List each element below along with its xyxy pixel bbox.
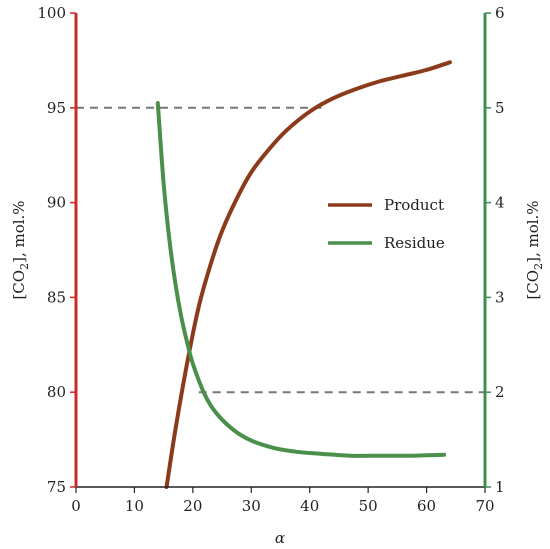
legend: Product Residue — [328, 196, 445, 252]
y-axis-label-left: [CO2], mol.% — [10, 200, 31, 299]
x-tick-label: 30 — [242, 497, 261, 515]
series-line-product — [164, 60, 452, 489]
legend-label-residue: Residue — [384, 234, 445, 252]
series-line-residue — [155, 101, 447, 458]
y-tick-label-right: 2 — [495, 383, 505, 401]
y-tick-label-left: 85 — [47, 288, 66, 306]
x-tick-label: 10 — [125, 497, 144, 515]
legend-label-product: Product — [384, 196, 444, 214]
x-axis-label: α — [275, 529, 285, 547]
y-tick-label-right: 5 — [495, 99, 505, 117]
reference-lines — [76, 106, 485, 394]
y-tick-label-left: 100 — [37, 4, 66, 22]
y-tick-label-left: 80 — [47, 383, 66, 401]
y-tick-label-right: 6 — [495, 4, 505, 22]
y-tick-label-right: 4 — [495, 194, 505, 212]
series-layer — [155, 60, 452, 489]
x-tick-label: 50 — [359, 497, 378, 515]
y-axis-label-right: [CO2], mol.% — [524, 200, 545, 299]
x-tick-label: 60 — [417, 497, 436, 515]
y-tick-label-left: 95 — [47, 99, 66, 117]
y-tick-label-left: 75 — [47, 478, 66, 496]
y-tick-label-right: 3 — [495, 288, 505, 306]
y-tick-label-right: 1 — [495, 478, 505, 496]
x-tick-label: 70 — [475, 497, 494, 515]
x-tick-label: 40 — [300, 497, 319, 515]
y-tick-label-left: 90 — [47, 194, 66, 212]
x-tick-label: 20 — [183, 497, 202, 515]
x-tick-label: 0 — [71, 497, 81, 515]
axes-layer: 0 10 20 30 40 50 60 70 75 80 85 90 95 100 1 2 3 4 5 6 — [37, 4, 504, 515]
